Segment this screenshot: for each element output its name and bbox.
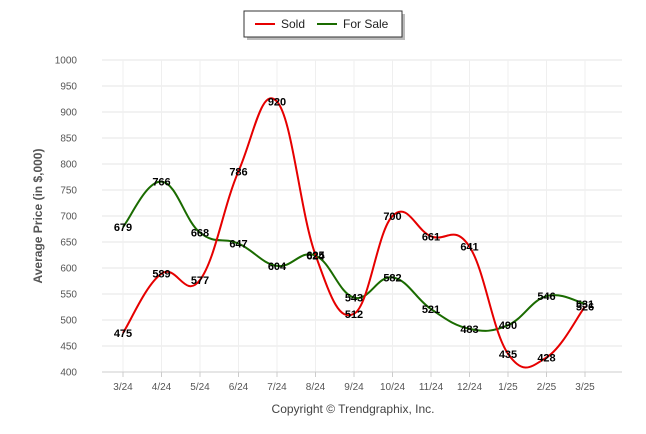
data-label-for-sale: 766 — [152, 177, 170, 189]
legend: Sold For Sale — [243, 10, 405, 40]
data-label-for-sale: 679 — [114, 222, 132, 234]
y-tick-label: 600 — [60, 264, 77, 275]
data-label-for-sale: 543 — [345, 293, 363, 305]
data-label-sold: 786 — [229, 166, 247, 178]
y-tick-label: 400 — [60, 368, 77, 379]
data-label-sold: 577 — [191, 275, 209, 287]
data-label-sold: 641 — [460, 242, 478, 254]
data-label-for-sale: 647 — [229, 239, 247, 251]
data-label-for-sale: 582 — [383, 272, 401, 284]
x-tick-label: 4/24 — [152, 382, 172, 393]
data-label-sold: 475 — [114, 328, 132, 340]
x-tick-label: 5/24 — [190, 382, 210, 393]
x-tick-label: 1/25 — [498, 382, 518, 393]
series-line-for-sale — [122, 180, 586, 332]
y-tick-label: 850 — [60, 134, 77, 145]
data-label-sold: 920 — [268, 97, 286, 109]
data-label-for-sale: 531 — [576, 299, 594, 311]
x-tick-label: 3/24 — [113, 382, 133, 393]
x-tick-label: 6/24 — [229, 382, 249, 393]
data-label-sold: 526 — [576, 301, 594, 313]
data-label-for-sale: 604 — [268, 261, 287, 273]
data-label-sold: 661 — [422, 231, 440, 243]
data-label-sold: 435 — [499, 349, 517, 361]
data-label-sold: 512 — [345, 309, 363, 321]
x-axis-ticks: 3/24 4/24 5/24 6/24 7/24 8/24 9/24 10/24 11/24 12… — [113, 382, 595, 393]
y-tick-label: 500 — [60, 316, 77, 327]
series-lines — [122, 97, 586, 369]
y-tick-label: 450 — [60, 342, 77, 353]
x-tick-label: 3/25 — [575, 382, 595, 393]
y-tick-label: 900 — [60, 108, 77, 119]
y-axis-ticks: 400 450 500 550 600 650 700 750 800 850 900 950 1000 — [55, 56, 78, 379]
series-line-sold — [122, 97, 586, 369]
data-label-sold: 625 — [306, 250, 324, 262]
legend-label-sold: Sold — [281, 17, 305, 31]
x-tick-label: 12/24 — [457, 382, 482, 393]
x-tick-label: 10/24 — [380, 382, 405, 393]
y-axis-label: Average Price (in $,000) — [31, 149, 45, 284]
x-tick-label: 2/25 — [537, 382, 557, 393]
data-label-sold: 589 — [152, 269, 170, 281]
y-tick-label: 650 — [60, 238, 77, 249]
x-tick-label: 11/24 — [419, 382, 444, 393]
x-tick-label: 7/24 — [267, 382, 287, 393]
x-tick-label: 9/24 — [344, 382, 364, 393]
grid — [102, 59, 622, 377]
data-label-for-sale: 668 — [191, 228, 209, 240]
legend-label-for-sale: For Sale — [343, 17, 389, 31]
y-tick-label: 800 — [60, 160, 77, 171]
data-label-for-sale: 521 — [422, 304, 440, 316]
data-label-for-sale: 624 — [306, 251, 325, 263]
data-label-for-sale: 490 — [499, 320, 517, 332]
data-labels: 475 589 577 786 920 625 512 700 661 641 435 428 526 6… — [114, 97, 594, 365]
data-label-for-sale: 546 — [537, 291, 555, 303]
y-tick-label: 950 — [60, 82, 77, 93]
data-label-sold: 700 — [383, 211, 401, 223]
x-tick-label: 8/24 — [306, 382, 326, 393]
data-label-sold: 428 — [537, 352, 555, 364]
copyright-text: Copyright © Trendgraphix, Inc. — [272, 402, 435, 416]
data-label-for-sale: 483 — [460, 324, 478, 336]
y-tick-label: 700 — [60, 212, 77, 223]
y-tick-label: 1000 — [55, 56, 78, 67]
y-tick-label: 550 — [60, 290, 77, 301]
y-tick-label: 750 — [60, 186, 77, 197]
